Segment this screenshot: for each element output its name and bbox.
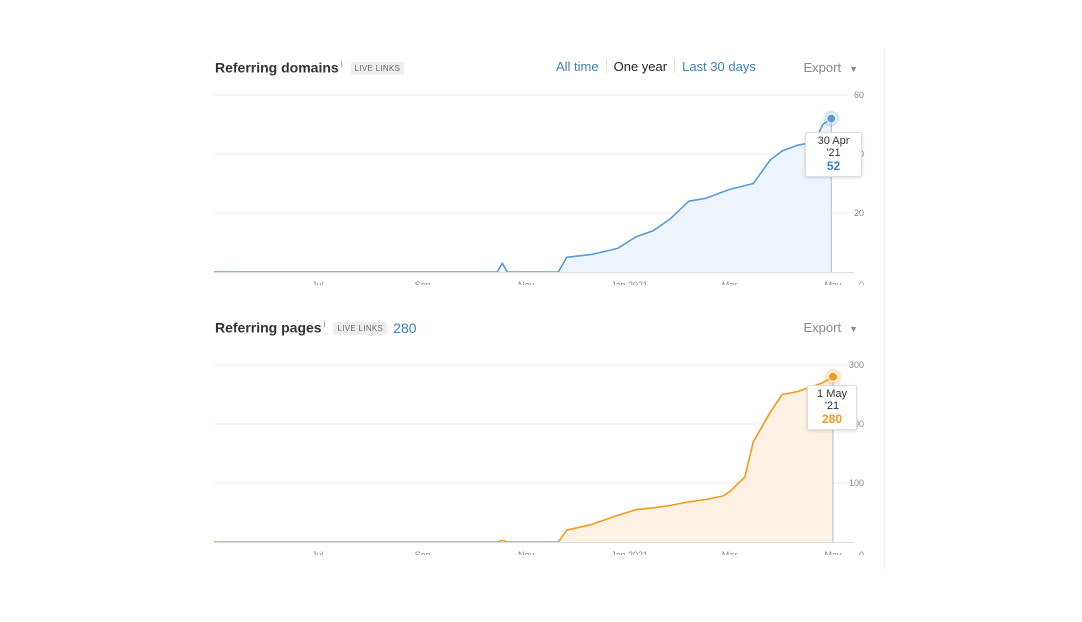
live-links-badge: LIVE LINKS <box>350 61 405 75</box>
caret-down-icon: ▼ <box>849 324 858 334</box>
domains-title-text: Referring domains <box>215 59 339 76</box>
export-button[interactable]: Export ▼ <box>804 320 859 335</box>
range-one-year[interactable]: One year <box>613 59 668 74</box>
caret-down-icon: ▼ <box>849 64 858 74</box>
hover-point[interactable] <box>826 113 837 124</box>
y-tick-label: 300 <box>849 360 864 370</box>
domains-tooltip: 30 Apr '21 52 <box>805 132 862 177</box>
range-all-time[interactable]: All time <box>556 59 599 74</box>
range-last-30-days[interactable]: Last 30 days <box>682 59 756 74</box>
pages-count: 280 <box>393 319 417 336</box>
right-divider <box>884 48 885 570</box>
x-tick-label: Jan 2021 <box>611 550 648 555</box>
range-divider <box>674 59 676 73</box>
domains-tooltip-value: 52 <box>826 159 841 173</box>
x-tick-label: Nov <box>518 550 535 555</box>
x-tick-label: Jul <box>312 550 324 555</box>
x-tick-label: Sep <box>415 280 431 285</box>
export-button[interactable]: Export ▼ <box>804 60 859 75</box>
domains-area <box>214 118 832 272</box>
pages-area <box>214 376 833 542</box>
time-range-selector: All time One year Last 30 days <box>556 59 756 74</box>
pages-tooltip-value: 280 <box>821 412 843 426</box>
pages-title-text: Referring pages <box>215 319 322 336</box>
pages-title: Referring pages i LIVE LINKS 280 <box>215 319 417 336</box>
y-tick-label: 0 <box>859 550 864 555</box>
pages-tooltip-date: 1 May '21 <box>817 388 847 412</box>
referring-pages-panel: Referring pages i LIVE LINKS 280 Export ▼ J… <box>214 315 886 570</box>
x-tick-label: Jan 2021 <box>611 280 648 285</box>
y-tick-label: 100 <box>849 478 864 488</box>
domains-header: Referring domains i LIVE LINKS All time On… <box>214 55 886 79</box>
export-label: Export <box>803 60 842 75</box>
y-tick-label: 20 <box>854 208 864 218</box>
export-label: Export <box>803 320 842 335</box>
x-tick-label: Mar <box>722 280 738 285</box>
live-links-badge: LIVE LINKS <box>333 321 388 335</box>
x-tick-label: Mar <box>722 550 738 555</box>
x-tick-label: Sep <box>415 550 431 555</box>
x-tick-label: Jul <box>312 280 324 285</box>
domains-title: Referring domains i LIVE LINKS <box>215 59 405 76</box>
pages-tooltip: 1 May '21 280 <box>807 385 857 430</box>
y-tick-label: 60 <box>854 90 864 100</box>
hover-point[interactable] <box>828 371 838 382</box>
x-tick-label: May <box>824 550 842 555</box>
range-divider <box>605 59 607 73</box>
referring-domains-panel: Referring domains i LIVE LINKS All time On… <box>214 55 886 305</box>
x-tick-label: Nov <box>518 280 535 285</box>
y-tick-label: 0 <box>859 280 864 285</box>
info-icon[interactable]: i <box>340 59 343 69</box>
info-icon[interactable]: i <box>323 319 326 329</box>
domains-tooltip-date: 30 Apr '21 <box>817 135 850 159</box>
x-tick-label: May <box>824 280 842 285</box>
pages-header: Referring pages i LIVE LINKS 280 Export ▼ <box>214 315 886 339</box>
